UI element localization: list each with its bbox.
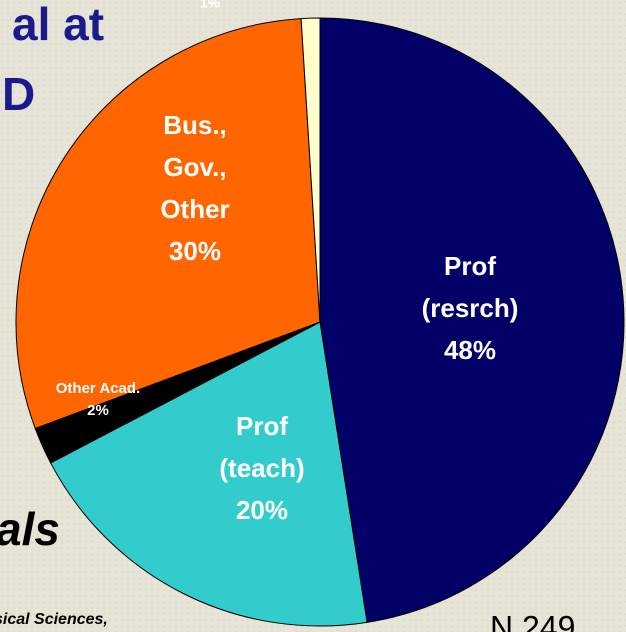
slice-label: Gov.,	[163, 152, 226, 182]
slice-label: Other	[160, 194, 229, 224]
value-label: 1%	[200, 0, 221, 11]
slice-label: (resrch)	[422, 293, 519, 323]
title-line: al at	[12, 0, 104, 50]
title-line: D	[2, 68, 35, 120]
slice-label: Prof	[444, 251, 496, 281]
pie-slice	[15, 18, 321, 430]
pie: Prof (resrch) 48% Prof (teach) 20% Other Acad.…	[15, 0, 625, 627]
footnote: sical Sciences,	[0, 611, 108, 628]
value-label: 2%	[87, 402, 109, 419]
pie-slice	[49, 321, 368, 627]
subtitle: als	[0, 503, 60, 555]
pie-slice	[319, 17, 625, 623]
slice-label: (teach)	[219, 453, 304, 483]
n-label: N 249	[490, 609, 575, 632]
slice-label: Prof	[236, 411, 288, 441]
slice-label: Other Acad.	[56, 380, 140, 397]
value-label: 30%	[169, 236, 221, 266]
value-label: 48%	[444, 335, 496, 365]
value-label: 20%	[236, 495, 288, 525]
slice-label: Bus.,	[163, 110, 227, 140]
pie-slice	[300, 17, 321, 323]
